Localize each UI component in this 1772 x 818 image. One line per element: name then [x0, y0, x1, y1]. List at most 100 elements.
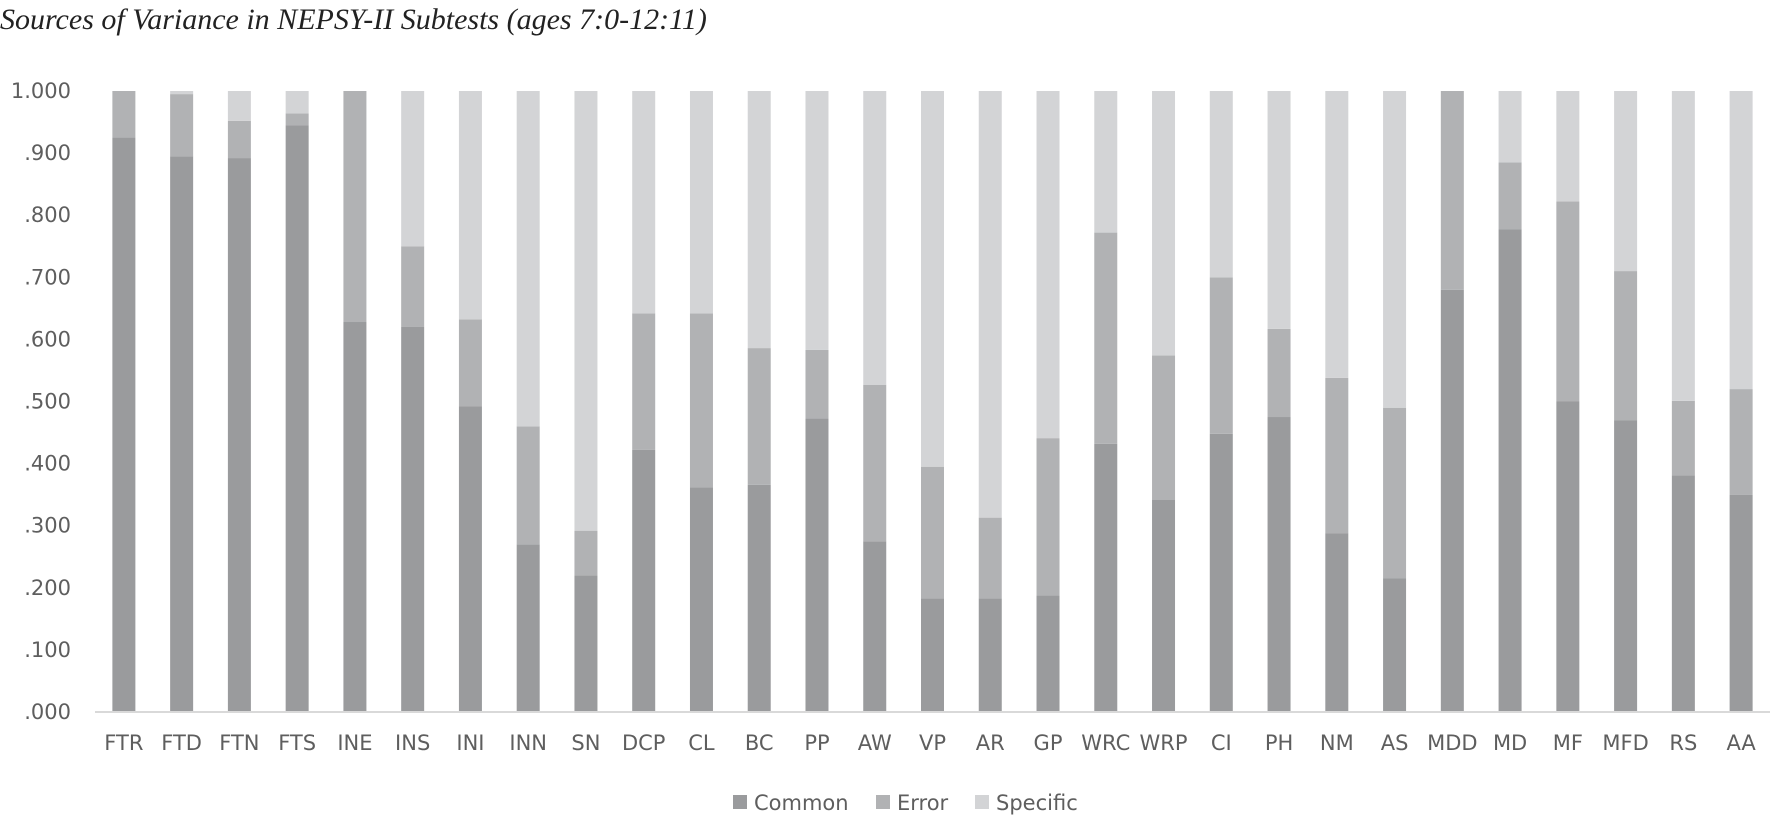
bar-segment-specific [1614, 91, 1638, 272]
x-tick-label: FTD [161, 731, 202, 755]
bar-segment-common [978, 598, 1002, 712]
bar-segment-common [921, 598, 944, 712]
legend-swatch-common [733, 795, 747, 809]
x-tick-label: AA [1726, 731, 1756, 755]
bar-segment-error [401, 246, 425, 327]
x-axis-ticks: FTR FTD FTN FTS INE INS INI INN SN DCP CL BC PP AW VP A… [104, 731, 1756, 755]
bar-segment-common [747, 484, 771, 712]
bar-segment-error [516, 426, 540, 545]
legend-swatch-error [876, 795, 890, 809]
x-tick-label: CI [1211, 731, 1232, 755]
bar-segment-specific [1729, 91, 1753, 390]
bar-segment-specific [978, 91, 1002, 518]
y-tick-label: .500 [24, 390, 71, 414]
bar-segment-specific [1267, 91, 1291, 329]
legend-label-common: Common [754, 791, 849, 815]
y-tick-label: .000 [24, 700, 71, 724]
bar-segment-specific [863, 91, 887, 385]
x-tick-label: WRP [1140, 731, 1188, 755]
bar-segment-common [805, 418, 829, 712]
bar-segment-error [1498, 162, 1522, 230]
x-tick-label: RS [1669, 731, 1697, 755]
bar-segment-error [1152, 355, 1176, 500]
bar-segment-common [1094, 443, 1118, 712]
bar-segment-error [921, 466, 944, 599]
chart-title: Sources of Variance in NEPSY-II Subtests… [0, 3, 707, 36]
bar-segment-common [401, 326, 425, 712]
bar-segment-specific [170, 91, 194, 95]
x-tick-label: INS [395, 731, 430, 755]
y-tick-label: .900 [24, 141, 71, 165]
bar-segment-common [1209, 433, 1233, 712]
legend-swatch-specific [975, 795, 989, 809]
bar-segment-error [863, 384, 887, 542]
x-tick-label: DCP [622, 731, 666, 755]
bar-segment-specific [1556, 91, 1580, 202]
x-tick-label: GP [1034, 731, 1063, 755]
x-tick-label: BC [745, 731, 774, 755]
y-tick-label: .700 [24, 265, 71, 289]
bar-segment-specific [1209, 91, 1233, 278]
bar-segment-common [1729, 494, 1753, 712]
bar-segment-error [1036, 438, 1060, 596]
bar-segment-common [574, 575, 598, 712]
bar-segment-common [516, 544, 540, 712]
y-tick-label: 1.000 [11, 79, 71, 103]
bar-segment-specific [574, 91, 598, 531]
x-tick-label: PH [1265, 731, 1293, 755]
x-tick-label: MDD [1427, 731, 1477, 755]
x-tick-label: INE [337, 731, 372, 755]
y-tick-label: .600 [24, 327, 71, 351]
x-tick-label: WRC [1081, 731, 1130, 755]
bar-segment-common [1267, 417, 1291, 712]
bar-segment-specific [1094, 91, 1118, 233]
bar-segment-common [458, 406, 482, 712]
bar-segment-error [1614, 271, 1638, 421]
x-tick-label: AR [976, 731, 1005, 755]
x-tick-label: NM [1320, 731, 1354, 755]
legend-label-error: Error [897, 791, 949, 815]
x-tick-label: FTS [278, 731, 316, 755]
x-tick-label: MFD [1602, 731, 1648, 755]
bar-segment-specific [1383, 91, 1407, 408]
bar-segment-common [1556, 401, 1580, 712]
bar-segment-error [1094, 232, 1118, 444]
x-tick-label: FTR [104, 731, 143, 755]
y-tick-label: .100 [24, 638, 71, 662]
bar-segment-common [1614, 420, 1638, 712]
bar-segment-specific [921, 91, 944, 467]
bar-segment-error [458, 319, 482, 407]
y-tick-label: .300 [24, 514, 71, 538]
bar-segment-error [227, 120, 251, 159]
bar-segment-specific [1036, 91, 1060, 439]
bar-segment-common [343, 322, 367, 712]
bar-segment-error [747, 348, 771, 485]
bar-segment-specific [805, 91, 829, 350]
bar-segment-specific [1152, 91, 1176, 356]
bar-segment-common [285, 125, 309, 712]
x-tick-label: VP [919, 731, 946, 755]
x-tick-label: AW [858, 731, 892, 755]
bar-segment-error [1729, 389, 1753, 495]
bar-segment-common [170, 156, 194, 712]
x-tick-label: INN [509, 731, 547, 755]
bar-segment-error [689, 313, 713, 488]
bar-segment-common [227, 158, 251, 712]
x-tick-label: SN [571, 731, 600, 755]
bar-segment-specific [516, 91, 540, 427]
y-axis-ticks: .000 .100 .200 .300 .400 .500 .600 .700 .800 .900… [11, 79, 71, 724]
bar-segment-error [285, 113, 309, 126]
bar-segment-specific [1325, 91, 1349, 378]
bar-segment-error [805, 349, 829, 419]
bar-segment-specific [401, 91, 425, 247]
bar-segment-specific [1498, 91, 1522, 163]
legend-label-specific: Specific [996, 791, 1078, 815]
bar-segment-error [1440, 91, 1464, 290]
y-tick-label: .200 [24, 576, 71, 600]
x-tick-label: PP [804, 731, 829, 755]
bar-segment-error [632, 313, 656, 450]
bar-segment-specific [458, 91, 482, 320]
bar-segment-common [632, 449, 656, 712]
bar-segment-common [863, 541, 887, 712]
